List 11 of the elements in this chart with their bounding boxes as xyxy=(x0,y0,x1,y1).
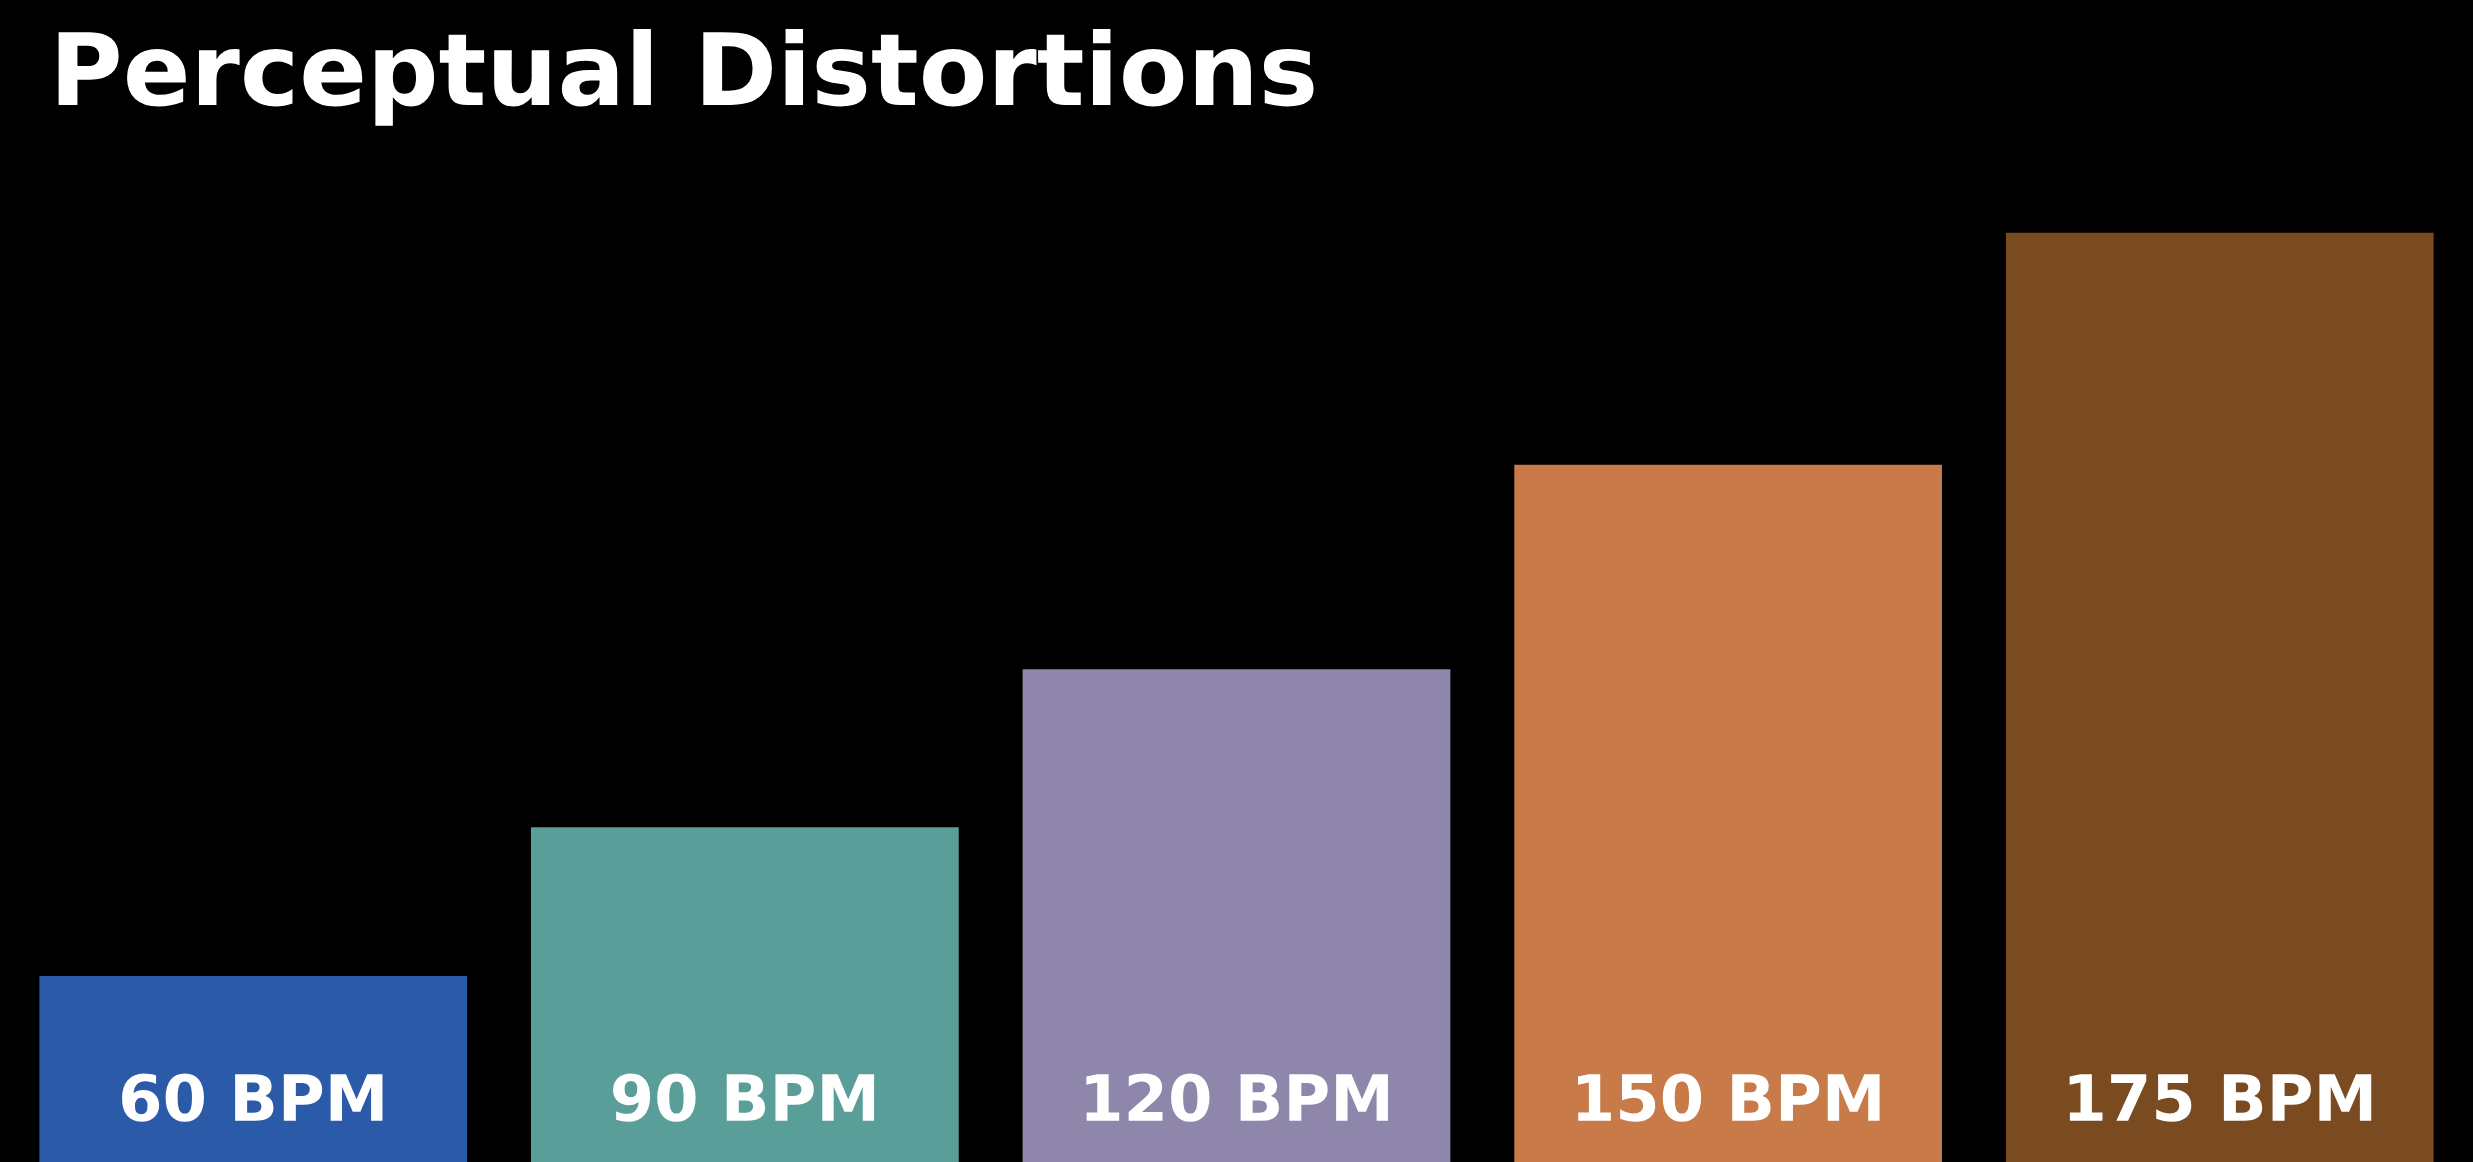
x-tick-label: 175 BPM xyxy=(2069,1074,2372,1122)
bar xyxy=(1514,464,1942,1162)
x-tick-label: 120 BPM xyxy=(1086,1073,1388,1122)
x-tick-label: 150 BPM xyxy=(1577,1073,1880,1122)
bar xyxy=(2005,232,2434,1162)
x-tick-label: 60 BPM xyxy=(122,1073,383,1122)
bar xyxy=(531,827,959,1162)
chart-title: Perceptual Distortions xyxy=(58,29,1314,126)
bar xyxy=(1022,669,1451,1162)
x-tick-label: 90 BPM xyxy=(613,1073,875,1122)
bar xyxy=(39,976,468,1162)
